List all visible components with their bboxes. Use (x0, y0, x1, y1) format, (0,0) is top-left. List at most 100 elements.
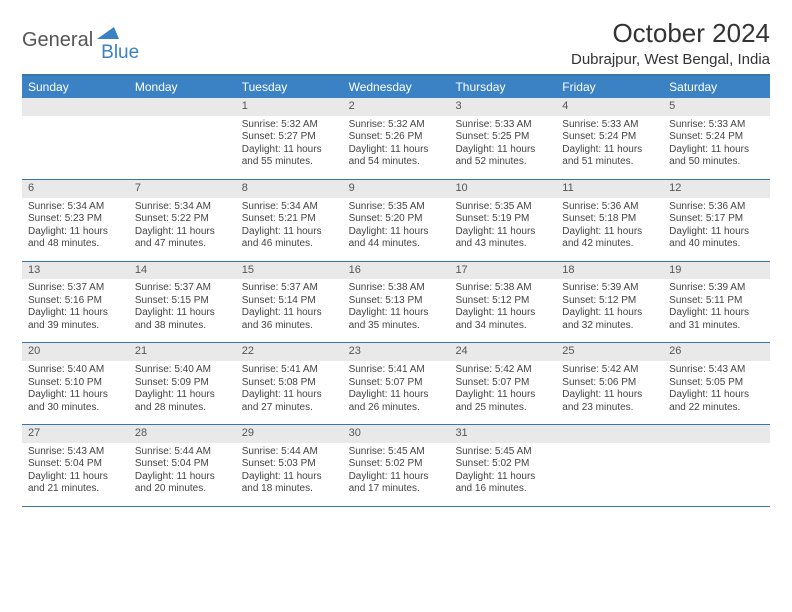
sunset-line: Sunset: 5:21 PM (242, 213, 337, 226)
week-row: 1Sunrise: 5:32 AMSunset: 5:27 PMDaylight… (22, 98, 770, 180)
calendar: Sunday Monday Tuesday Wednesday Thursday… (22, 74, 770, 507)
daylight-line: Daylight: 11 hours and 17 minutes. (349, 471, 444, 496)
daylight-line: Daylight: 11 hours and 16 minutes. (455, 471, 550, 496)
day-number: 13 (22, 262, 129, 280)
day-cell (129, 98, 236, 179)
sunset-line: Sunset: 5:13 PM (349, 295, 444, 308)
sunrise-line: Sunrise: 5:45 AM (455, 446, 550, 459)
day-cell: 3Sunrise: 5:33 AMSunset: 5:25 PMDaylight… (449, 98, 556, 179)
sunrise-line: Sunrise: 5:41 AM (349, 364, 444, 377)
daylight-line: Daylight: 11 hours and 39 minutes. (28, 307, 123, 332)
sunset-line: Sunset: 5:15 PM (135, 295, 230, 308)
daylight-line: Daylight: 11 hours and 22 minutes. (669, 389, 764, 414)
daylight-line: Daylight: 11 hours and 28 minutes. (135, 389, 230, 414)
sunset-line: Sunset: 5:27 PM (242, 131, 337, 144)
day-cell: 5Sunrise: 5:33 AMSunset: 5:24 PMDaylight… (663, 98, 770, 179)
day-cell: 17Sunrise: 5:38 AMSunset: 5:12 PMDayligh… (449, 262, 556, 343)
day-body: Sunrise: 5:32 AMSunset: 5:27 PMDaylight:… (236, 116, 343, 179)
daylight-line: Daylight: 11 hours and 52 minutes. (455, 144, 550, 169)
day-body: Sunrise: 5:40 AMSunset: 5:09 PMDaylight:… (129, 361, 236, 424)
month-title: October 2024 (571, 18, 770, 49)
sunrise-line: Sunrise: 5:40 AM (135, 364, 230, 377)
day-body: Sunrise: 5:37 AMSunset: 5:14 PMDaylight:… (236, 279, 343, 342)
day-body: Sunrise: 5:35 AMSunset: 5:19 PMDaylight:… (449, 198, 556, 261)
day-number: 3 (449, 98, 556, 116)
day-number: 21 (129, 343, 236, 361)
logo-word1: General (22, 30, 93, 50)
sunset-line: Sunset: 5:06 PM (562, 377, 657, 390)
daylight-line: Daylight: 11 hours and 38 minutes. (135, 307, 230, 332)
sunset-line: Sunset: 5:07 PM (455, 377, 550, 390)
dayhead-sun: Sunday (22, 76, 129, 98)
sunset-line: Sunset: 5:25 PM (455, 131, 550, 144)
day-body: Sunrise: 5:45 AMSunset: 5:02 PMDaylight:… (343, 443, 450, 506)
sunset-line: Sunset: 5:04 PM (135, 458, 230, 471)
day-cell: 9Sunrise: 5:35 AMSunset: 5:20 PMDaylight… (343, 180, 450, 261)
day-cell: 24Sunrise: 5:42 AMSunset: 5:07 PMDayligh… (449, 343, 556, 424)
day-cell: 26Sunrise: 5:43 AMSunset: 5:05 PMDayligh… (663, 343, 770, 424)
logo: General Blue (22, 18, 139, 57)
day-header-row: Sunday Monday Tuesday Wednesday Thursday… (22, 76, 770, 98)
daylight-line: Daylight: 11 hours and 26 minutes. (349, 389, 444, 414)
day-body: Sunrise: 5:41 AMSunset: 5:08 PMDaylight:… (236, 361, 343, 424)
sunrise-line: Sunrise: 5:32 AM (349, 119, 444, 132)
day-number: 10 (449, 180, 556, 198)
sunrise-line: Sunrise: 5:34 AM (242, 201, 337, 214)
sunrise-line: Sunrise: 5:43 AM (28, 446, 123, 459)
daylight-line: Daylight: 11 hours and 40 minutes. (669, 226, 764, 251)
day-cell: 2Sunrise: 5:32 AMSunset: 5:26 PMDaylight… (343, 98, 450, 179)
daylight-line: Daylight: 11 hours and 30 minutes. (28, 389, 123, 414)
day-cell: 12Sunrise: 5:36 AMSunset: 5:17 PMDayligh… (663, 180, 770, 261)
daylight-line: Daylight: 11 hours and 43 minutes. (455, 226, 550, 251)
sunrise-line: Sunrise: 5:44 AM (242, 446, 337, 459)
sunrise-line: Sunrise: 5:37 AM (135, 282, 230, 295)
location: Dubrajpur, West Bengal, India (571, 51, 770, 68)
week-row: 27Sunrise: 5:43 AMSunset: 5:04 PMDayligh… (22, 425, 770, 507)
day-number: 11 (556, 180, 663, 198)
day-number: 6 (22, 180, 129, 198)
day-cell: 10Sunrise: 5:35 AMSunset: 5:19 PMDayligh… (449, 180, 556, 261)
daylight-line: Daylight: 11 hours and 31 minutes. (669, 307, 764, 332)
dayhead-tue: Tuesday (236, 76, 343, 98)
day-number: 14 (129, 262, 236, 280)
sunrise-line: Sunrise: 5:41 AM (242, 364, 337, 377)
day-cell: 1Sunrise: 5:32 AMSunset: 5:27 PMDaylight… (236, 98, 343, 179)
daylight-line: Daylight: 11 hours and 21 minutes. (28, 471, 123, 496)
day-body: Sunrise: 5:33 AMSunset: 5:24 PMDaylight:… (556, 116, 663, 179)
day-number (22, 98, 129, 116)
day-cell: 11Sunrise: 5:36 AMSunset: 5:18 PMDayligh… (556, 180, 663, 261)
sunrise-line: Sunrise: 5:35 AM (349, 201, 444, 214)
daylight-line: Daylight: 11 hours and 20 minutes. (135, 471, 230, 496)
day-body: Sunrise: 5:33 AMSunset: 5:25 PMDaylight:… (449, 116, 556, 179)
day-body: Sunrise: 5:38 AMSunset: 5:12 PMDaylight:… (449, 279, 556, 342)
sunrise-line: Sunrise: 5:39 AM (669, 282, 764, 295)
dayhead-wed: Wednesday (343, 76, 450, 98)
day-body: Sunrise: 5:42 AMSunset: 5:06 PMDaylight:… (556, 361, 663, 424)
dayhead-thu: Thursday (449, 76, 556, 98)
daylight-line: Daylight: 11 hours and 47 minutes. (135, 226, 230, 251)
day-number: 2 (343, 98, 450, 116)
sunset-line: Sunset: 5:09 PM (135, 377, 230, 390)
sunrise-line: Sunrise: 5:33 AM (455, 119, 550, 132)
day-number: 1 (236, 98, 343, 116)
day-number: 16 (343, 262, 450, 280)
sunset-line: Sunset: 5:24 PM (669, 131, 764, 144)
sunrise-line: Sunrise: 5:40 AM (28, 364, 123, 377)
daylight-line: Daylight: 11 hours and 50 minutes. (669, 144, 764, 169)
day-number: 26 (663, 343, 770, 361)
day-cell: 30Sunrise: 5:45 AMSunset: 5:02 PMDayligh… (343, 425, 450, 506)
daylight-line: Daylight: 11 hours and 23 minutes. (562, 389, 657, 414)
daylight-line: Daylight: 11 hours and 35 minutes. (349, 307, 444, 332)
day-number: 20 (22, 343, 129, 361)
day-number (129, 98, 236, 116)
day-number: 17 (449, 262, 556, 280)
day-body: Sunrise: 5:45 AMSunset: 5:02 PMDaylight:… (449, 443, 556, 506)
day-body: Sunrise: 5:43 AMSunset: 5:04 PMDaylight:… (22, 443, 129, 506)
sunset-line: Sunset: 5:07 PM (349, 377, 444, 390)
day-body: Sunrise: 5:37 AMSunset: 5:16 PMDaylight:… (22, 279, 129, 342)
day-number: 7 (129, 180, 236, 198)
day-body: Sunrise: 5:34 AMSunset: 5:21 PMDaylight:… (236, 198, 343, 261)
sunrise-line: Sunrise: 5:45 AM (349, 446, 444, 459)
sunset-line: Sunset: 5:17 PM (669, 213, 764, 226)
daylight-line: Daylight: 11 hours and 48 minutes. (28, 226, 123, 251)
